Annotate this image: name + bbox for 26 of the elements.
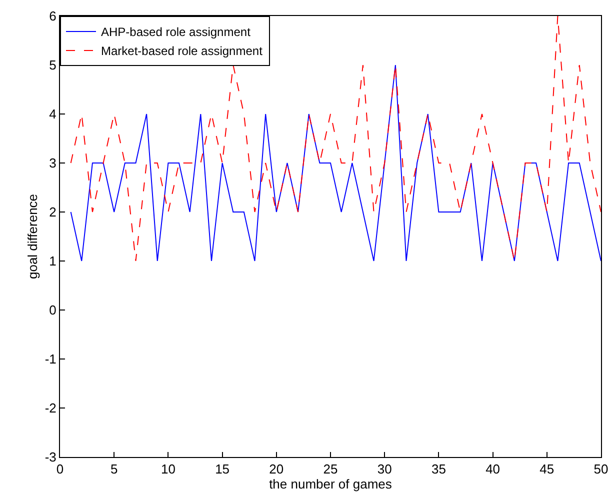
legend-label: AHP-based role assignment <box>101 25 252 40</box>
y-tick-label: -3 <box>44 450 56 465</box>
y-tick-label: 3 <box>49 156 56 171</box>
x-tick-label: 15 <box>215 462 230 477</box>
x-tick-label: 35 <box>431 462 446 477</box>
x-tick-label: 10 <box>160 462 176 477</box>
x-tick-label: 30 <box>377 462 392 477</box>
y-tick-label: -1 <box>44 352 56 367</box>
line-series <box>70 64 601 262</box>
x-tick-label: 5 <box>110 462 118 477</box>
y-tick-label: 5 <box>49 58 56 73</box>
y-tick-label: -2 <box>44 400 56 416</box>
x-tick-label: 25 <box>323 462 338 477</box>
legend-label: Market-based role assignment <box>101 44 264 58</box>
y-tick-label: 1 <box>49 254 56 269</box>
y-tick-label: 2 <box>49 204 56 220</box>
line-series <box>70 16 601 262</box>
x-tick-label: 40 <box>486 462 500 477</box>
y-axis-title: goal difference <box>24 194 40 280</box>
y-tick-label: 4 <box>49 106 56 122</box>
x-tick-label: 45 <box>540 462 554 477</box>
x-axis-title: the number of games <box>269 476 392 492</box>
x-tick-label: 20 <box>269 462 284 477</box>
y-tick-label: 0 <box>49 302 56 318</box>
y-tick-label: 6 <box>49 8 56 24</box>
x-tick-label: 50 <box>594 462 608 477</box>
